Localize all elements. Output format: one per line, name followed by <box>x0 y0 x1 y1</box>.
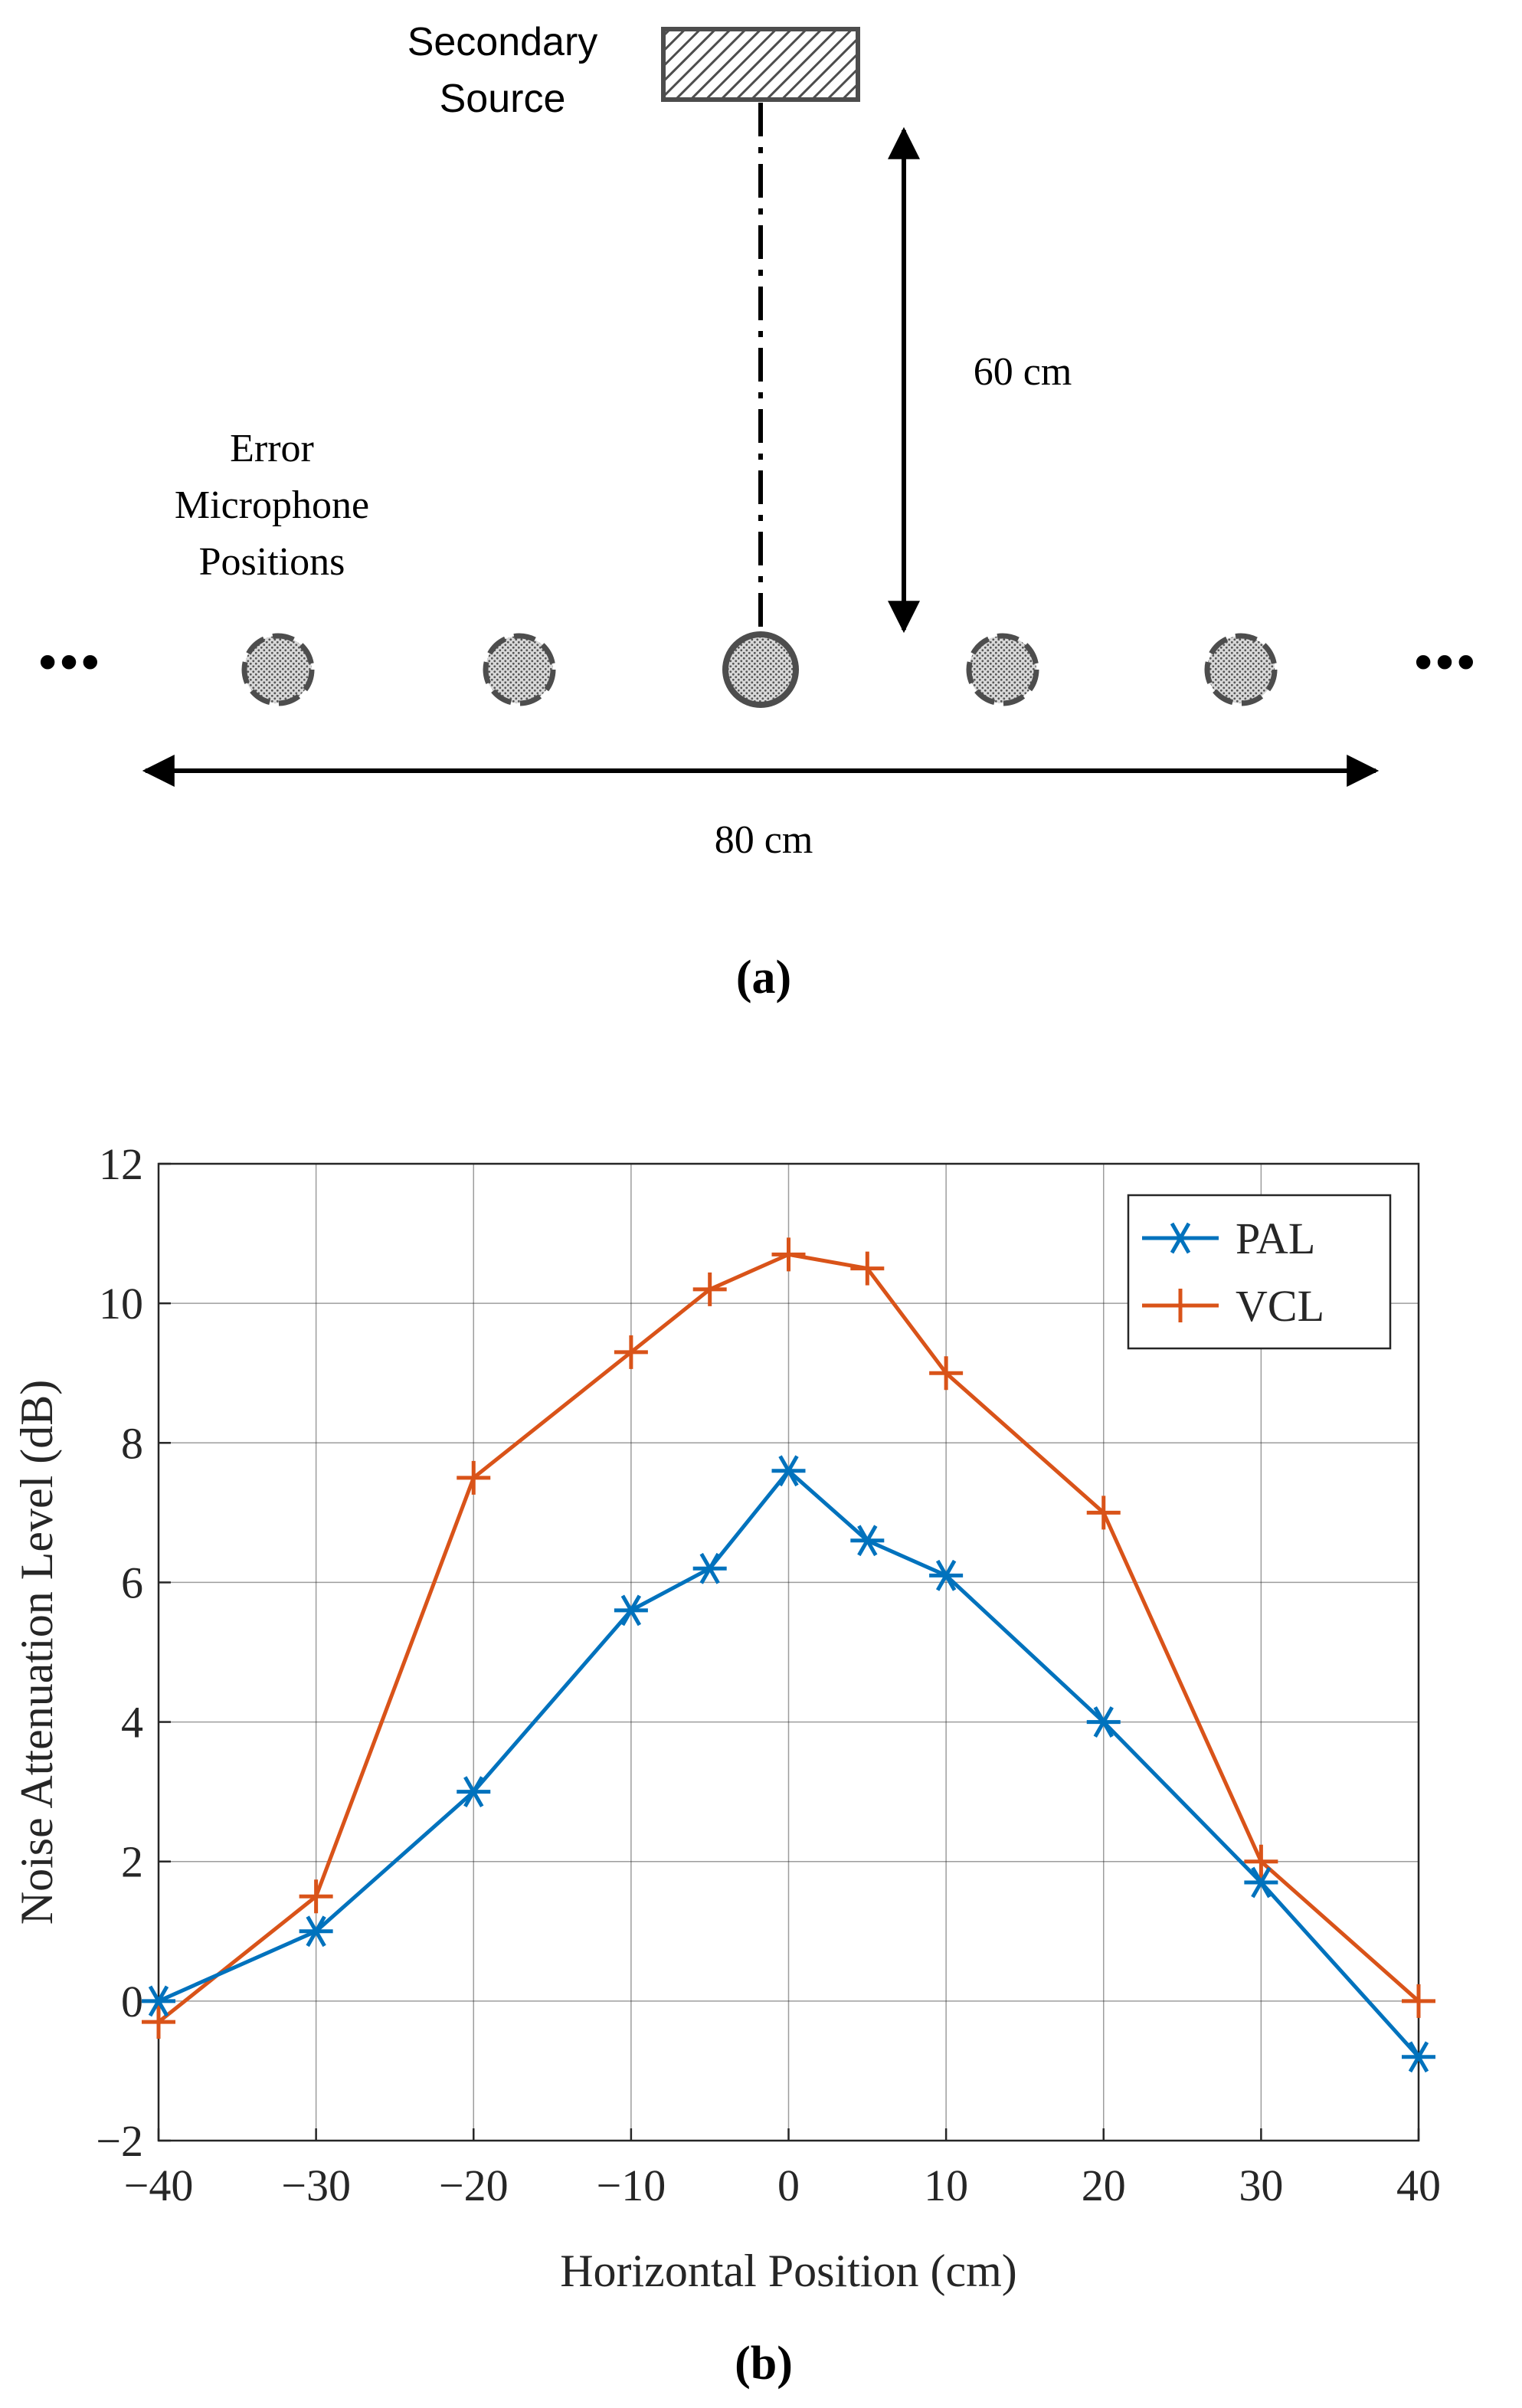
data-point-pal <box>929 1559 964 1591</box>
data-point-pal <box>1402 2041 1435 2073</box>
data-point-pal <box>457 1776 491 1808</box>
data-point-vcl <box>850 1251 885 1286</box>
panel-a-diagram: Secondary Source 60 cm Error Microphone … <box>38 20 1478 1004</box>
marker-stroke <box>857 1525 878 1557</box>
vertical-distance-label: 60 cm <box>974 350 1072 394</box>
marker-stroke <box>1251 1866 1272 1899</box>
x-axis-label: Horizontal Position (cm) <box>560 2246 1017 2296</box>
legend-marker <box>1164 1289 1197 1322</box>
legend-entry-pal: PAL <box>1142 1214 1315 1263</box>
data-point-vcl <box>614 1335 648 1369</box>
marker-stroke <box>1408 2041 1429 2073</box>
x-tick-label: −40 <box>124 2161 194 2210</box>
x-tick-label: 0 <box>777 2161 800 2210</box>
source-label-line2: Source <box>440 77 566 121</box>
panel-a-caption: (a) <box>736 952 791 1004</box>
error-microphone-alternate <box>483 633 556 706</box>
x-tick-label: −30 <box>281 2161 351 2210</box>
error-microphone-active <box>722 631 799 708</box>
error-microphone-alternate <box>241 633 315 706</box>
data-point-vcl <box>1086 1496 1121 1530</box>
data-point-vcl <box>457 1460 491 1495</box>
horizontal-distance-label: 80 cm <box>715 818 813 862</box>
error-microphone-alternate <box>1204 633 1278 706</box>
y-tick-label: 12 <box>99 1139 143 1189</box>
marker-stroke <box>306 1915 326 1948</box>
marker-stroke <box>1093 1706 1114 1738</box>
data-point-vcl <box>1402 1984 1435 2018</box>
x-tick-label: 40 <box>1396 2161 1441 2210</box>
data-point-pal <box>692 1552 727 1584</box>
source-label-line1: Secondary <box>408 20 598 64</box>
data-point-pal <box>142 1985 175 2017</box>
x-tick-label: −20 <box>439 2161 509 2210</box>
x-tick-label: 20 <box>1082 2161 1126 2210</box>
marker-stroke <box>463 1776 484 1808</box>
y-tick-label: 2 <box>121 1837 143 1887</box>
y-tick-label: 0 <box>121 1977 143 2026</box>
y-tick-label: −2 <box>96 2116 143 2166</box>
marker-stroke <box>778 1455 799 1487</box>
data-point-vcl <box>692 1272 727 1306</box>
mic-label-line3: Positions <box>199 540 345 584</box>
data-point-pal <box>1244 1866 1278 1899</box>
legend-label: VCL <box>1236 1281 1324 1331</box>
marker-stroke <box>935 1559 957 1591</box>
data-point-pal <box>1086 1706 1121 1738</box>
data-point-vcl <box>929 1356 964 1391</box>
legend-entry-vcl: VCL <box>1142 1281 1324 1331</box>
legend-label: PAL <box>1236 1214 1315 1263</box>
ellipsis-right: ••• <box>1414 633 1478 691</box>
y-tick-label: 8 <box>121 1418 143 1468</box>
data-point-vcl <box>299 1879 333 1914</box>
legend-box <box>1127 1194 1392 1350</box>
error-microphone-alternate <box>966 633 1039 706</box>
marker-stroke <box>699 1552 720 1584</box>
data-point-pal <box>299 1915 333 1948</box>
data-point-pal <box>614 1594 648 1627</box>
y-tick-label: 4 <box>121 1698 143 1748</box>
marker-stroke <box>620 1594 642 1627</box>
series <box>142 1237 1435 2073</box>
data-point-pal <box>850 1525 885 1557</box>
legend-marker <box>1164 1222 1197 1254</box>
data-point-vcl <box>1244 1844 1278 1879</box>
x-tick-label: 30 <box>1239 2161 1283 2210</box>
mic-label-line2: Microphone <box>175 483 369 527</box>
data-point-pal <box>771 1455 806 1487</box>
marker-stroke <box>148 1985 169 2017</box>
panel-b-caption: (b) <box>735 2338 793 2390</box>
data-point-vcl <box>771 1237 806 1272</box>
legend: PAL VCL <box>1127 1194 1392 1350</box>
secondary-source-device <box>661 27 860 102</box>
x-tick-label: −10 <box>597 2161 666 2210</box>
ellipsis-left: ••• <box>38 633 102 691</box>
marker-stroke <box>1170 1222 1191 1254</box>
y-axis-label: Noise Attenuation Level (dB) <box>11 1380 62 1925</box>
y-tick-label: 10 <box>99 1279 143 1328</box>
mic-label-line1: Error <box>230 427 314 470</box>
data-point-vcl <box>142 2005 175 2039</box>
y-tick-label: 6 <box>121 1558 143 1607</box>
x-tick-label: 10 <box>924 2161 968 2210</box>
